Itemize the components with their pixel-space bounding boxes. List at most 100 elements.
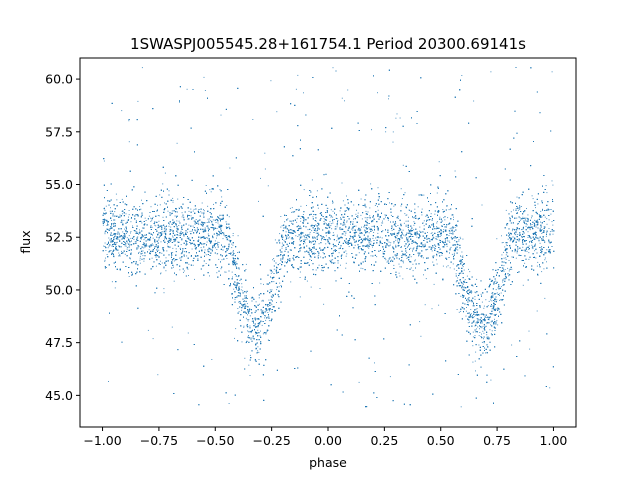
data-point <box>267 312 269 313</box>
data-point <box>103 245 105 247</box>
data-point <box>424 237 426 239</box>
chart-title: 1SWASPJ005545.28+161754.1 Period 20300.6… <box>130 35 526 53</box>
data-point <box>197 223 199 225</box>
data-point <box>179 269 181 271</box>
data-point <box>130 237 132 239</box>
data-point <box>309 231 311 233</box>
data-point <box>342 200 344 202</box>
data-point <box>187 268 189 270</box>
data-point <box>405 214 407 216</box>
data-point <box>225 271 227 273</box>
data-point <box>531 244 533 246</box>
data-point <box>248 319 250 320</box>
data-point <box>431 219 433 221</box>
data-point <box>359 246 361 247</box>
data-point <box>520 219 521 221</box>
data-point <box>160 264 161 265</box>
data-point <box>320 214 322 216</box>
data-point <box>192 264 194 266</box>
data-point <box>387 219 389 221</box>
data-point <box>542 238 544 240</box>
data-point <box>433 283 435 285</box>
data-point <box>172 200 174 201</box>
data-point <box>298 244 300 246</box>
data-point <box>503 265 505 267</box>
data-point <box>323 217 325 219</box>
data-point <box>515 232 517 234</box>
data-point <box>398 217 399 219</box>
data-point <box>508 270 510 272</box>
data-point <box>289 249 291 251</box>
data-point <box>300 227 302 229</box>
data-point <box>316 190 318 192</box>
data-point <box>269 310 271 312</box>
data-point <box>485 352 486 354</box>
data-point <box>528 248 529 250</box>
data-point <box>111 219 112 221</box>
data-point <box>526 224 528 226</box>
data-point <box>504 246 506 248</box>
data-point <box>445 240 447 242</box>
data-point <box>221 214 223 216</box>
data-point <box>481 204 483 206</box>
data-point <box>522 284 524 286</box>
data-point <box>151 219 153 221</box>
data-point <box>164 202 165 204</box>
data-point <box>491 308 493 310</box>
data-point <box>233 283 235 285</box>
data-point <box>143 247 145 249</box>
data-point <box>299 296 301 298</box>
data-point <box>103 218 105 220</box>
data-point <box>300 234 302 236</box>
data-point <box>272 278 274 280</box>
data-point <box>267 316 269 318</box>
data-point <box>485 299 487 301</box>
data-point <box>546 249 548 251</box>
data-point <box>210 249 212 251</box>
data-point <box>466 275 468 277</box>
data-point <box>176 142 178 144</box>
data-point <box>543 226 545 228</box>
data-point <box>430 239 432 240</box>
data-point <box>126 237 128 239</box>
data-point <box>159 204 161 206</box>
data-point <box>531 224 533 225</box>
data-point <box>545 185 547 187</box>
data-point <box>143 245 145 247</box>
data-point <box>408 216 409 218</box>
data-point <box>421 214 423 216</box>
data-point <box>462 257 464 258</box>
data-point <box>353 218 354 220</box>
data-point <box>475 370 476 372</box>
data-point <box>113 222 115 224</box>
data-point <box>403 222 405 224</box>
data-point <box>168 190 170 192</box>
data-point <box>203 209 204 211</box>
data-point <box>319 288 321 289</box>
data-point <box>328 225 330 227</box>
data-point <box>408 240 410 242</box>
data-point <box>274 239 276 241</box>
data-point <box>537 261 539 263</box>
data-point <box>321 269 323 271</box>
data-point <box>128 210 130 211</box>
data-point <box>323 223 325 225</box>
data-point <box>241 283 243 285</box>
data-point <box>163 292 165 294</box>
data-point <box>506 245 508 246</box>
data-point <box>438 244 440 246</box>
data-point <box>488 337 490 339</box>
data-point <box>139 206 141 208</box>
data-point <box>533 245 535 247</box>
data-point <box>266 330 268 332</box>
data-point <box>332 67 334 69</box>
data-point <box>243 300 245 302</box>
data-point <box>273 268 275 270</box>
data-point <box>172 201 174 203</box>
data-point <box>225 221 227 223</box>
data-point <box>410 267 412 269</box>
data-point <box>345 242 347 244</box>
data-point <box>332 210 334 212</box>
data-point <box>240 294 241 296</box>
data-point <box>121 246 122 248</box>
